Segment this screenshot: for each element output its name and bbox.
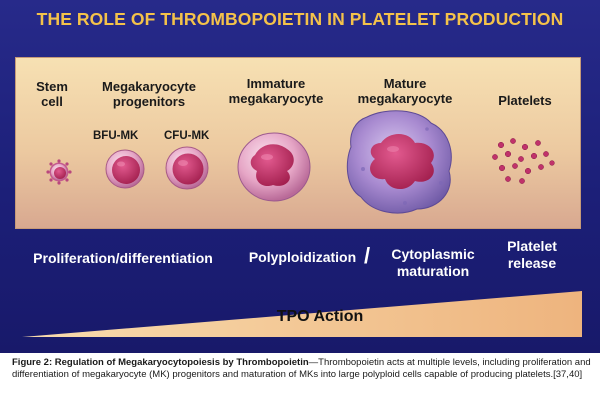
label-platelets: Platelets — [498, 93, 552, 108]
stem-cell-icon — [46, 159, 72, 185]
figure-caption: Figure 2: Regulation of Megakaryocytopoi… — [12, 357, 592, 381]
function-proliferation-differentiation: Proliferation/differentiation — [33, 250, 213, 266]
function-polyploidization: Polyploidization — [248, 249, 357, 265]
cell-illustrations — [46, 110, 555, 214]
tpo-action-label: TPO Action — [276, 308, 364, 325]
mature-megakaryocyte-icon — [346, 110, 452, 214]
label-cfu-mk: CFU-MK — [164, 130, 210, 142]
tpo-action-wedge — [22, 291, 582, 337]
function-platelet-release: Platelet release — [507, 238, 557, 271]
cell-stages-panel: Stem cell Megakaryocyte progenitors BFU-… — [15, 57, 581, 229]
function-cytoplasmic-maturation: Cytoplasmic maturation — [391, 246, 475, 279]
label-mature-megakaryocyte: Mature megakaryocyte — [357, 76, 453, 106]
label-immature-megakaryocyte: Immature megakaryocyte — [228, 76, 324, 106]
label-bfu-mk: BFU-MK — [93, 130, 139, 142]
label-stem-cell: Stem cell — [36, 79, 68, 109]
figure-background: THE ROLE OF THROMBOPOIETIN IN PLATELET P… — [0, 0, 600, 353]
figure-title: THE ROLE OF THROMBOPOIETIN IN PLATELET P… — [36, 9, 564, 29]
platelets-icon — [492, 138, 555, 184]
label-megakaryocyte-progenitors: Megakaryocyte progenitors — [102, 79, 196, 109]
caption-heading: Figure 2: Regulation of Megakaryocytopoi… — [12, 357, 309, 368]
cfu-mk-cell-icon — [165, 146, 209, 190]
function-separator: / — [364, 243, 371, 268]
caption-body: —Thrombopoietin acts at multiple levels,… — [12, 357, 591, 380]
immature-megakaryocyte-icon — [237, 132, 311, 202]
bfu-mk-cell-icon — [105, 149, 145, 189]
